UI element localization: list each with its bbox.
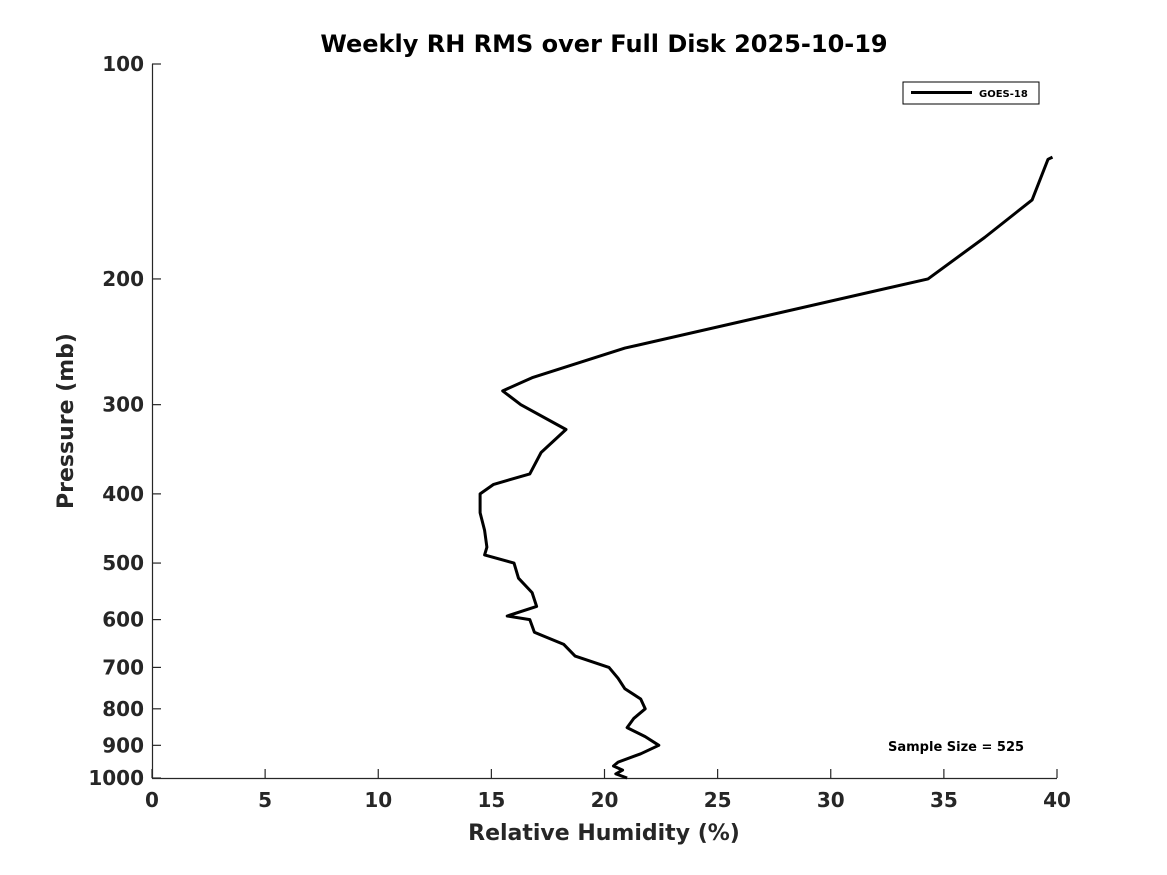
x-tick-label: 35: [930, 788, 958, 812]
x-tick-label: 15: [477, 788, 505, 812]
x-axis-label: Relative Humidity (%): [468, 821, 740, 846]
legend: GOES-18: [902, 81, 1040, 105]
y-axis-ticks: 100 200 300 400 500 600 700 800 900 1000: [88, 52, 161, 790]
legend-label-goes-18: GOES-18: [979, 89, 1028, 100]
chart-title: Weekly RH RMS over Full Disk 2025-10-19: [320, 30, 887, 58]
y-tick-label: 700: [102, 655, 144, 679]
x-tick-label: 25: [704, 788, 732, 812]
series-layer: [478, 155, 1054, 780]
y-tick-label: 500: [102, 551, 144, 575]
x-tick-label: 0: [145, 788, 159, 812]
series-line-goes-18: [478, 155, 1054, 780]
y-tick-label: 300: [102, 393, 144, 417]
y-tick-label: 600: [102, 608, 144, 632]
y-tick-label: 900: [102, 733, 144, 757]
x-tick-label: 40: [1043, 788, 1071, 812]
x-tick-label: 10: [364, 788, 392, 812]
y-axis-label: Pressure (mb): [54, 333, 79, 509]
x-tick-label: 5: [258, 788, 272, 812]
y-tick-label: 200: [102, 267, 144, 291]
x-tick-label: 30: [817, 788, 845, 812]
sample-size-annotation: Sample Size = 525: [888, 740, 1024, 755]
x-tick-label: 20: [591, 788, 619, 812]
x-axis-ticks: 0 5 10 15 20 25 30 35 40: [145, 769, 1071, 812]
y-tick-label: 1000: [88, 766, 144, 790]
plot-area: 0 5 10 15 20 25 30 35 40 100 200 300 400 500 600 700 80…: [88, 52, 1071, 812]
y-tick-label: 100: [102, 52, 144, 76]
y-tick-label: 800: [102, 697, 144, 721]
y-tick-label: 400: [102, 482, 144, 506]
